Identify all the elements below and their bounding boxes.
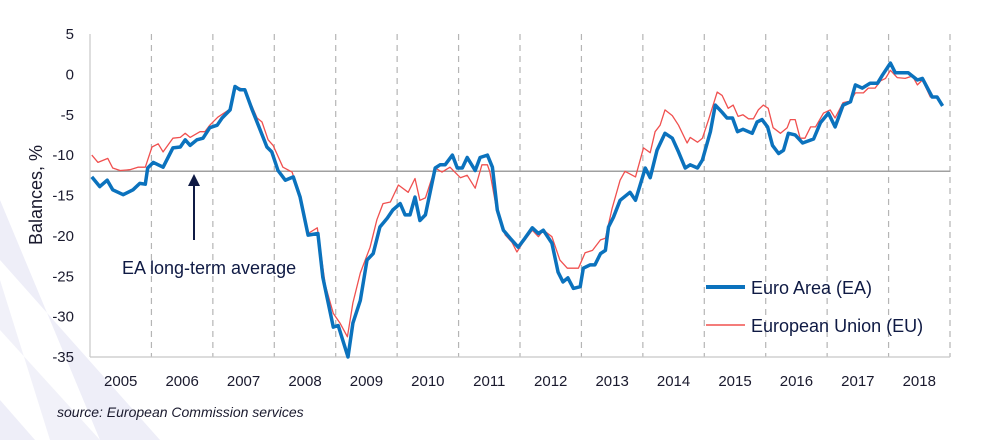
- x-tick-labels: 2005 2006 2007 2008 2009 2010 2011 2012 2013 2014…: [104, 373, 936, 390]
- x-tick-label: 2010: [411, 373, 444, 390]
- x-tick-label: 2018: [903, 373, 936, 390]
- y-axis-label: Balances, %: [26, 145, 46, 245]
- y-tick-label: 0: [66, 66, 74, 83]
- annotation-label: EA long-term average: [122, 258, 296, 278]
- x-tick-label: 2006: [165, 373, 198, 390]
- y-tick-label: -35: [52, 349, 74, 366]
- y-tick-label: -10: [52, 147, 74, 164]
- annotation-arrowhead-icon: [188, 174, 200, 186]
- source-note: source: European Commission services: [57, 404, 304, 420]
- x-tick-label: 2008: [288, 373, 321, 390]
- y-tick-label: -30: [52, 309, 74, 326]
- y-tick-label: -15: [52, 188, 74, 205]
- legend: Euro Area (EA) European Union (EU): [706, 278, 923, 336]
- series-lines: [90, 61, 945, 359]
- y-tick-label: -5: [61, 107, 74, 124]
- x-tick-label: 2016: [780, 373, 813, 390]
- annotation: EA long-term average: [122, 174, 296, 278]
- y-tick-label: 5: [66, 26, 74, 43]
- series-line-ea: [90, 61, 945, 359]
- y-tick-label: -20: [52, 228, 74, 245]
- y-tick-labels: 5 0 -5 -10 -15 -20 -25 -30 -35: [52, 26, 74, 366]
- axes: [89, 34, 950, 358]
- x-tick-label: 2009: [350, 373, 383, 390]
- x-tick-label: 2005: [104, 373, 137, 390]
- x-tick-label: 2015: [718, 373, 751, 390]
- legend-label-eu: European Union (EU): [751, 316, 923, 336]
- year-gridlines: [150, 34, 951, 357]
- x-tick-label: 2017: [841, 373, 874, 390]
- y-tick-label: -25: [52, 268, 74, 285]
- x-tick-label: 2007: [227, 373, 260, 390]
- legend-label-ea: Euro Area (EA): [751, 278, 872, 298]
- x-tick-label: 2012: [534, 373, 567, 390]
- x-tick-label: 2011: [473, 373, 505, 390]
- x-tick-label: 2014: [657, 373, 690, 390]
- background-stripes: [0, 200, 160, 440]
- x-tick-label: 2013: [595, 373, 628, 390]
